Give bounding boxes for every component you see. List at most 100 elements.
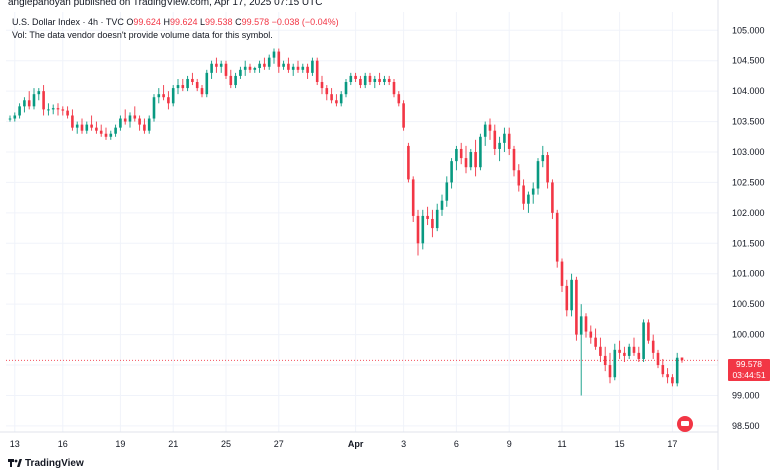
candle-body bbox=[291, 66, 295, 70]
candle bbox=[75, 121, 79, 134]
candle-body bbox=[138, 118, 141, 125]
candle-body bbox=[27, 100, 31, 107]
legend-l-label: L bbox=[200, 17, 206, 27]
candle-body bbox=[560, 261, 564, 286]
candle-body bbox=[666, 374, 669, 378]
candle-body bbox=[147, 118, 151, 131]
candle-body bbox=[42, 91, 45, 110]
last-price-tag: 99.578 03:44:51 bbox=[728, 359, 770, 381]
candle-body bbox=[589, 331, 593, 338]
candle-body bbox=[522, 185, 525, 204]
candle bbox=[263, 57, 266, 70]
candle-body bbox=[469, 152, 473, 168]
y-tick-label: 102.500 bbox=[732, 177, 765, 187]
candle-body bbox=[282, 63, 285, 67]
candle-body bbox=[239, 69, 242, 76]
candle-body bbox=[579, 316, 583, 335]
us-flag-icon[interactable] bbox=[677, 416, 693, 432]
candle bbox=[488, 118, 492, 140]
candle-body bbox=[546, 155, 549, 183]
candle-body bbox=[570, 279, 573, 311]
candle bbox=[411, 176, 415, 222]
candle bbox=[47, 103, 50, 116]
candle bbox=[27, 91, 31, 110]
legend-high: 99.624 bbox=[169, 17, 198, 27]
candle-body bbox=[431, 218, 434, 229]
candle bbox=[186, 75, 189, 92]
y-tick-label: 98.500 bbox=[732, 421, 760, 431]
candle-body bbox=[75, 124, 79, 128]
candle bbox=[195, 78, 199, 92]
candle bbox=[435, 203, 439, 232]
candle-body bbox=[411, 179, 415, 216]
candle bbox=[656, 349, 660, 369]
candle bbox=[363, 72, 367, 89]
candle-body bbox=[287, 63, 290, 70]
candle bbox=[320, 75, 324, 95]
candle bbox=[205, 69, 209, 98]
candle bbox=[291, 63, 295, 76]
candle bbox=[551, 179, 554, 219]
candle bbox=[215, 57, 218, 73]
candle bbox=[584, 313, 588, 338]
candle bbox=[243, 60, 247, 76]
y-tick-label: 104.000 bbox=[732, 86, 765, 96]
candle bbox=[359, 75, 362, 89]
candle-body bbox=[618, 349, 621, 353]
y-tick-label: 100.500 bbox=[732, 299, 765, 309]
candle bbox=[253, 66, 257, 73]
candle-body bbox=[339, 94, 343, 104]
candle bbox=[378, 72, 381, 86]
candle bbox=[315, 57, 319, 86]
candle-body bbox=[37, 91, 41, 95]
candle bbox=[608, 352, 612, 384]
time-axis[interactable]: 13 16 19 21 25 27 Apr 3 6 9 11 15 17 bbox=[10, 439, 678, 449]
candle-body bbox=[234, 75, 237, 86]
candle-body bbox=[267, 57, 271, 67]
candle-body bbox=[455, 148, 458, 162]
candle bbox=[234, 72, 237, 89]
candle-body bbox=[459, 148, 463, 159]
candle bbox=[143, 118, 146, 134]
candle-body bbox=[243, 66, 247, 70]
candle bbox=[330, 88, 333, 104]
candle-body bbox=[392, 82, 396, 95]
candle-body bbox=[61, 109, 65, 111]
candle-body bbox=[483, 124, 487, 137]
candle-body bbox=[47, 109, 50, 111]
y-tick-label: 101.500 bbox=[732, 238, 765, 248]
candle bbox=[282, 60, 285, 70]
x-tick-label: Apr bbox=[348, 439, 364, 449]
candle-body bbox=[675, 357, 679, 384]
candle-body bbox=[195, 82, 199, 89]
candle-body bbox=[253, 68, 257, 70]
y-tick-label: 99.000 bbox=[732, 390, 760, 400]
candle bbox=[579, 304, 583, 396]
candle bbox=[479, 133, 482, 171]
tradingview-brand[interactable]: TradingView bbox=[8, 458, 84, 469]
candle bbox=[56, 103, 60, 116]
last-price-value: 99.578 bbox=[736, 359, 762, 369]
candle bbox=[431, 209, 434, 238]
candle bbox=[642, 319, 645, 362]
legend-c-label: C bbox=[235, 17, 242, 27]
candle bbox=[301, 63, 305, 73]
candle-body bbox=[128, 115, 132, 122]
candle bbox=[258, 60, 261, 73]
candle bbox=[387, 75, 391, 86]
legend-row-ohlc: U.S. Dollar Index · 4h · TVC O99.624 H99… bbox=[12, 16, 339, 29]
candle bbox=[71, 109, 74, 131]
candle-body bbox=[104, 133, 108, 137]
candle bbox=[498, 136, 501, 162]
candle bbox=[157, 88, 161, 104]
candle bbox=[133, 106, 137, 122]
candle bbox=[248, 63, 252, 73]
candle bbox=[666, 368, 669, 384]
candle-body bbox=[435, 209, 439, 229]
candle bbox=[555, 209, 559, 268]
legend-volume-note: Vol: The data vendor doesn't provide vol… bbox=[12, 30, 273, 40]
candle-body bbox=[85, 124, 89, 131]
candle-body bbox=[90, 124, 93, 128]
candle-body bbox=[373, 78, 377, 82]
